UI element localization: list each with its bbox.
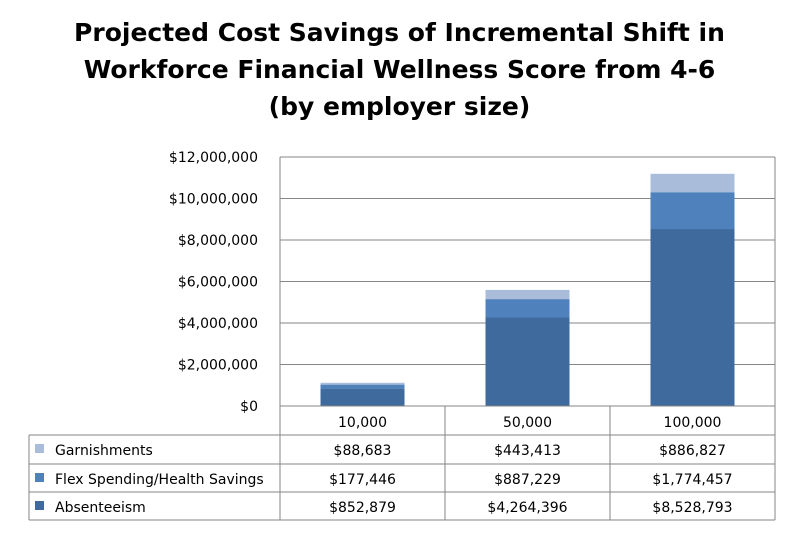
x-tick-label: 10,000 bbox=[338, 415, 387, 431]
data-label: $852,879 bbox=[329, 500, 396, 516]
data-label: $4,264,396 bbox=[487, 500, 567, 516]
bar-segment bbox=[485, 317, 570, 406]
bar-segment bbox=[485, 299, 570, 318]
bar-segment bbox=[320, 382, 405, 385]
data-label: $177,446 bbox=[329, 472, 396, 488]
chart-title: Projected Cost Savings of Incremental Sh… bbox=[0, 14, 799, 125]
y-tick-label: $10,000,000 bbox=[169, 192, 258, 208]
title-line: Projected Cost Savings of Incremental Sh… bbox=[74, 18, 725, 47]
bar-segment bbox=[320, 384, 405, 389]
y-tick-label: $8,000,000 bbox=[178, 233, 258, 249]
bar-segment bbox=[650, 192, 735, 230]
bar-segment bbox=[650, 173, 735, 193]
data-label: $8,528,793 bbox=[652, 500, 732, 516]
y-tick-label: $2,000,000 bbox=[178, 358, 258, 374]
x-tick-label: 100,000 bbox=[664, 415, 722, 431]
y-tick-label: $4,000,000 bbox=[178, 316, 258, 332]
data-label: $887,229 bbox=[494, 472, 561, 488]
y-tick-label: $0 bbox=[240, 399, 258, 415]
y-tick-label: $6,000,000 bbox=[178, 275, 258, 291]
bar-segment bbox=[485, 289, 570, 300]
legend-key bbox=[35, 444, 44, 453]
bar-segment bbox=[650, 229, 735, 406]
legend-label: Garnishments bbox=[55, 443, 153, 459]
legend-label: Flex Spending/Health Savings bbox=[55, 472, 264, 488]
legend-label: Absenteeism bbox=[55, 500, 146, 516]
data-label: $88,683 bbox=[334, 443, 392, 459]
data-label: $1,774,457 bbox=[652, 472, 732, 488]
data-label: $443,413 bbox=[494, 443, 561, 459]
legend-key bbox=[35, 501, 44, 510]
title-line: Workforce Financial Wellness Score from … bbox=[83, 55, 716, 84]
legend-key bbox=[35, 473, 44, 482]
y-tick-label: $12,000,000 bbox=[169, 150, 258, 166]
title-line: (by employer size) bbox=[268, 92, 531, 121]
data-label: $886,827 bbox=[659, 443, 726, 459]
x-tick-label: 50,000 bbox=[503, 415, 552, 431]
bar-segment bbox=[320, 388, 405, 406]
